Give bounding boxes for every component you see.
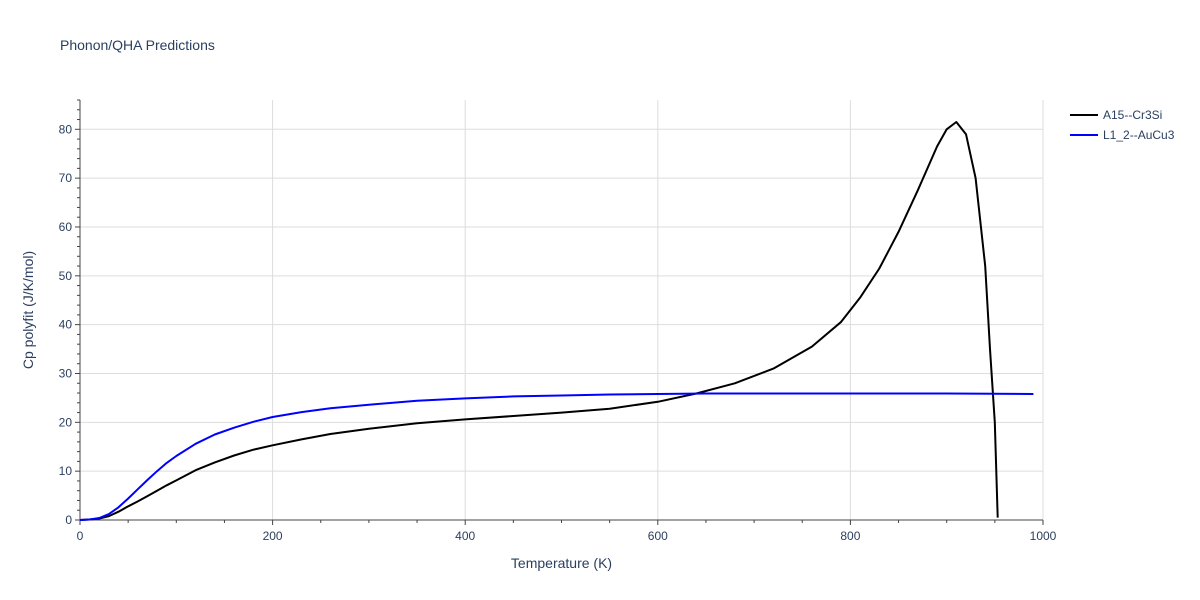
x-tick-label: 400 [455,529,475,543]
y-tick-label: 50 [59,269,73,283]
y-tick-label: 80 [59,122,73,136]
x-tick-label: 0 [77,529,84,543]
series-line-1[interactable] [79,121,999,521]
legend[interactable]: A15--Cr3Si L1_2--AuCu3 [1070,108,1175,142]
legend-item[interactable]: A15--Cr3Si [1070,108,1162,122]
chart-title: Phonon/QHA Predictions [60,37,215,53]
x-tick-label: 1000 [1030,529,1057,543]
x-tick-label: 800 [840,529,860,543]
y-tick-label: 60 [59,220,73,234]
legend-label: L1_2--AuCu3 [1103,128,1175,142]
x-axis-title: Temperature (K) [511,555,612,571]
y-tick-label: 70 [59,171,73,185]
x-tick-label: 200 [263,529,283,543]
grid [80,100,1044,520]
series-line-2[interactable] [79,392,1034,521]
y-tick-label: 20 [59,415,73,429]
y-tick-label: 40 [59,318,73,332]
y-tick-label: 30 [59,366,73,380]
axes: 0 200 400 600 800 1000 0 10 20 30 40 50 60 70 80 [59,99,1057,543]
legend-label: A15--Cr3Si [1103,108,1162,122]
y-axis-title: Cp polyfit (J/K/mol) [20,251,36,369]
plot-area [79,121,1034,521]
legend-item[interactable]: L1_2--AuCu3 [1070,128,1175,142]
y-tick-label: 10 [59,464,73,478]
x-tick-label: 600 [648,529,668,543]
y-tick-label: 0 [65,513,72,527]
